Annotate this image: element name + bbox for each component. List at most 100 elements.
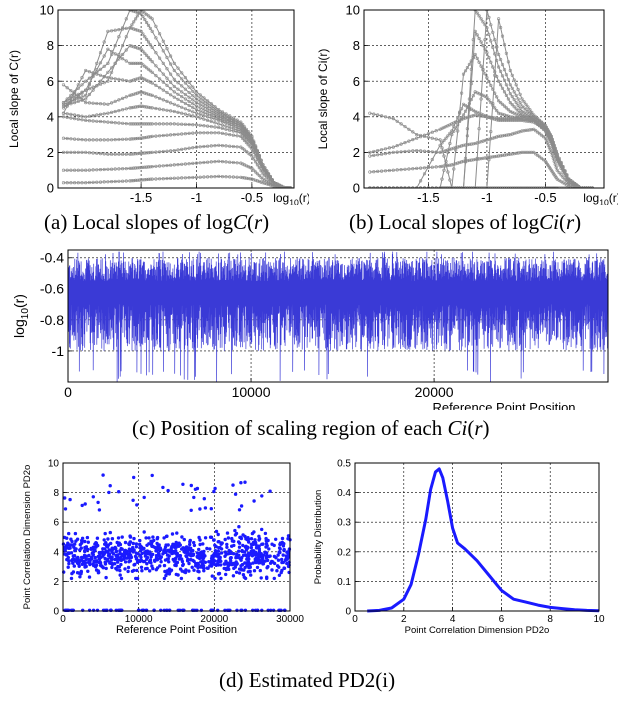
scatter-point	[93, 555, 98, 560]
series-point	[187, 162, 191, 166]
series-point	[504, 73, 508, 77]
series-point	[141, 165, 145, 169]
scatter-point	[171, 544, 175, 549]
series-point	[191, 105, 195, 110]
scatter-point	[247, 540, 251, 544]
series-point	[69, 116, 73, 120]
series-point	[399, 150, 403, 154]
series-point	[183, 107, 187, 111]
scatter-point	[237, 571, 242, 575]
series-point	[145, 92, 149, 96]
scatter-point	[90, 551, 95, 555]
series-point	[493, 73, 497, 77]
series-point	[113, 152, 117, 156]
series-point	[84, 181, 88, 185]
series-point	[497, 99, 501, 103]
series-point	[158, 177, 162, 181]
scatter-point	[282, 542, 286, 546]
series-point	[176, 176, 180, 180]
series-point	[387, 146, 391, 150]
series-point	[165, 176, 169, 181]
series-point	[508, 118, 512, 122]
series-point	[154, 134, 158, 138]
series-point	[172, 102, 176, 106]
scatter-point	[70, 558, 74, 563]
series-point	[504, 116, 508, 121]
series-point	[161, 149, 165, 154]
series-point	[180, 176, 184, 180]
series-point	[158, 32, 162, 36]
series-point	[172, 133, 176, 137]
series-point	[154, 95, 158, 99]
series-point	[528, 150, 532, 154]
scatter-point	[166, 543, 170, 547]
series-point	[379, 169, 384, 173]
series-point	[84, 88, 88, 92]
y-axis-label: Probability Distribution	[313, 490, 324, 585]
series-point	[502, 90, 507, 94]
series-point	[135, 77, 139, 81]
scatter-point	[237, 525, 241, 529]
series-point	[139, 165, 143, 170]
series-point	[194, 97, 199, 101]
x-tick-label: 30000	[276, 614, 304, 625]
series-point	[95, 61, 99, 66]
series-point	[158, 96, 162, 100]
series-point	[469, 158, 473, 162]
scatter-point	[212, 538, 216, 542]
scatter-point	[253, 557, 258, 562]
series-point	[198, 116, 202, 120]
series-point	[495, 118, 499, 122]
scatter-point	[191, 548, 195, 553]
scatter-point	[278, 542, 282, 547]
series-line	[369, 114, 593, 188]
scatter-point	[101, 551, 106, 555]
series-point	[483, 47, 487, 51]
series-point	[172, 61, 176, 66]
scatter-point	[135, 503, 139, 507]
series-point	[246, 143, 250, 147]
scatter-point	[239, 557, 243, 561]
series-point	[415, 149, 419, 153]
series-point	[561, 175, 565, 179]
series-point	[499, 69, 503, 73]
scatter-point	[260, 494, 264, 498]
series-point	[506, 133, 510, 137]
series-point	[387, 116, 391, 120]
series-point	[183, 162, 187, 166]
scatter-point	[159, 560, 163, 564]
series-point	[117, 77, 121, 81]
scatter-point	[62, 535, 67, 540]
series-point	[446, 163, 450, 168]
series-point	[135, 14, 139, 18]
y-tick-label: 8	[353, 38, 360, 53]
series-point	[84, 150, 88, 154]
series-point	[510, 102, 514, 107]
series-point	[506, 60, 510, 64]
series-point	[379, 148, 384, 152]
y-axis-label: Local slope of C(r)	[7, 50, 21, 148]
series-point	[146, 151, 151, 155]
series-point	[84, 79, 88, 83]
scatter-point	[113, 545, 117, 550]
y-tick-label: 10	[40, 3, 54, 18]
series-point	[161, 164, 165, 168]
scatter-point	[265, 566, 269, 570]
series-point	[120, 43, 125, 48]
series-point	[134, 28, 138, 32]
series-point	[557, 171, 561, 175]
scatter-point	[252, 569, 257, 573]
scatter-point	[78, 575, 82, 579]
series-point	[487, 55, 491, 60]
series-point	[134, 122, 138, 126]
series-point	[206, 160, 210, 164]
series-point	[65, 112, 69, 116]
series-point	[209, 111, 213, 115]
scatter-point	[107, 548, 112, 552]
series-point	[532, 113, 536, 117]
series-point	[518, 100, 522, 105]
series-point	[491, 45, 495, 50]
series-point	[69, 137, 73, 141]
series-point	[411, 130, 415, 134]
scatter-point	[234, 560, 238, 564]
